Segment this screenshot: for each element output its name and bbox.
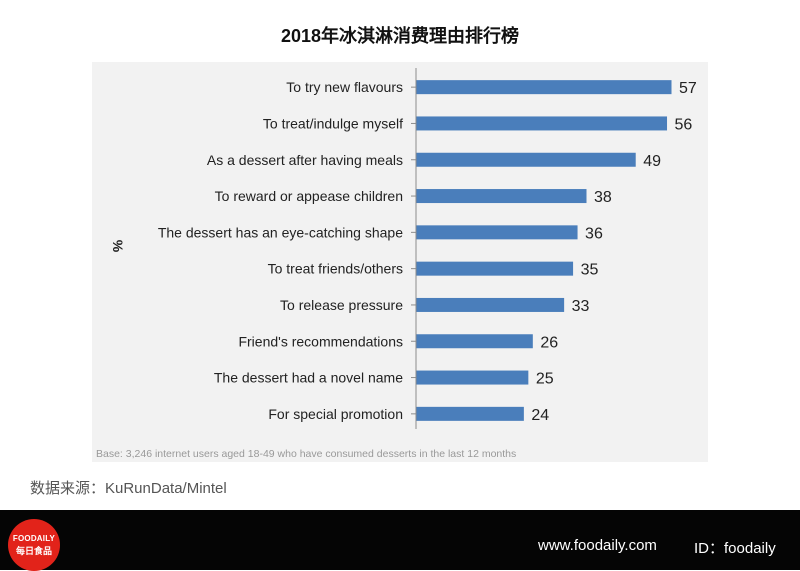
- y-axis-label: %: [110, 239, 127, 253]
- bar: [416, 297, 565, 312]
- bar: [416, 116, 668, 131]
- chart-title: 2018年冰淇淋消费理由排行榜: [280, 26, 520, 46]
- category-label: To treat friends/others: [268, 261, 403, 277]
- logo-text-cn: 每日食品: [15, 546, 52, 556]
- data-label: 26: [540, 334, 558, 351]
- data-label: 36: [585, 225, 603, 242]
- bar: [416, 80, 672, 95]
- bar: [416, 406, 524, 421]
- category-label: The dessert has an eye-catching shape: [158, 224, 403, 240]
- bar: [416, 152, 636, 167]
- category-label: As a dessert after having meals: [207, 152, 403, 168]
- bar: [416, 261, 574, 276]
- base-note: Base: 3,246 internet users aged 18-49 wh…: [96, 448, 517, 460]
- data-label: 33: [572, 298, 590, 315]
- category-label: To release pressure: [280, 297, 403, 313]
- footer-bar: [0, 510, 800, 570]
- data-label: 35: [581, 262, 599, 279]
- bar-chart: To try new flavours 57 To treat/indulge my…: [158, 68, 697, 429]
- bar: [416, 370, 529, 385]
- category-label: To treat/indulge myself: [263, 115, 403, 131]
- bar: [416, 189, 587, 204]
- data-label: 38: [594, 189, 612, 206]
- data-label: 24: [531, 407, 549, 424]
- data-label: 57: [679, 80, 697, 97]
- logo-text-en: FOODAILY: [12, 534, 56, 543]
- category-label: For special promotion: [268, 406, 403, 422]
- category-label: To try new flavours: [286, 79, 403, 95]
- data-label: 56: [675, 116, 693, 133]
- foodaily-logo: FOODAILY 每日食品: [8, 519, 60, 571]
- bar: [416, 225, 578, 240]
- account-id: ID：foodaily: [694, 540, 776, 557]
- bar: [416, 334, 533, 349]
- data-source: 数据来源：KuRunData/Mintel: [30, 480, 227, 497]
- category-label: To reward or appease children: [215, 188, 403, 204]
- website-link[interactable]: www.foodaily.com: [538, 537, 657, 554]
- category-label: Friend's recommendations: [238, 333, 403, 349]
- category-label: The dessert had a novel name: [214, 370, 403, 386]
- data-label: 25: [536, 371, 554, 388]
- data-label: 49: [643, 153, 661, 170]
